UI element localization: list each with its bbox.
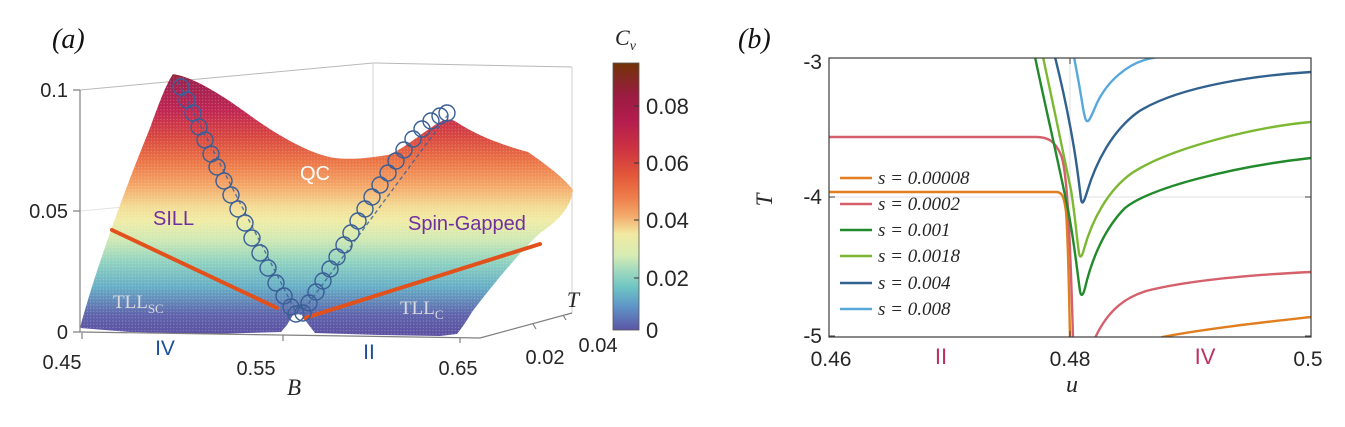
- b-tick-065: 0.65: [439, 358, 478, 380]
- legend-label-1: s = 0.0002: [878, 194, 960, 215]
- axis-ticks-b: [828, 57, 1312, 337]
- region-label-qc: QC: [300, 163, 330, 185]
- b-tick-055: 0.55: [237, 358, 276, 380]
- curve-s-0008: [1072, 58, 1159, 123]
- b-axis-ticks: [81, 333, 461, 343]
- colorbar: Cv 0.08 0.06 0.04 0.02 0: [612, 25, 689, 343]
- t-axis-label-b: T: [752, 191, 777, 206]
- colorbar-tick-004: 0.04: [646, 208, 689, 233]
- u-axis-label: u: [1066, 372, 1078, 398]
- y-tick-minus3: -3: [803, 51, 822, 74]
- t-tick-004: 0.04: [579, 335, 618, 357]
- t-axis-label: T: [567, 287, 581, 312]
- phase-boundary-left: [172, 78, 300, 316]
- surface-cv: [80, 74, 573, 336]
- box-top-right-edge: [372, 62, 573, 68]
- panel-b: (b) -3 -4 -5 0.46 0.48 0.5 u T II: [738, 24, 1323, 398]
- region-label-tll-sc: TLLSC: [113, 292, 164, 316]
- zone-label-iv-b: IV: [1195, 344, 1216, 369]
- phase-boundary-right: [287, 104, 456, 323]
- b-axis-label: B: [287, 375, 301, 400]
- surface-mesh-texture: [80, 74, 573, 336]
- colorbar-title: Cv: [615, 25, 637, 54]
- colorbar-tick-002: 0.02: [646, 266, 689, 291]
- curve-s-0004: [1054, 58, 1311, 204]
- z-tick-01: 0.1: [40, 80, 68, 102]
- z-axis-ticks: [73, 89, 80, 333]
- box-top-left-edge: [79, 62, 374, 91]
- curve-s-00018: [1041, 58, 1311, 258]
- legend-label-2: s = 0.001: [878, 220, 950, 241]
- y-tick-minus4: -4: [803, 186, 822, 209]
- z-tick-0: 0: [57, 322, 68, 344]
- b-axis: [79, 331, 481, 339]
- colorbar-tick-006: 0.06: [646, 151, 689, 176]
- legend-label-5: s = 0.008: [878, 299, 951, 320]
- b-tick-045: 0.45: [43, 352, 82, 374]
- t-axis: [479, 312, 573, 339]
- curve-s-00002: [829, 135, 1311, 337]
- colorbar-ticks: [634, 105, 639, 279]
- curve-s-000008: [829, 190, 1311, 337]
- zone-label-iv-a: IV: [155, 337, 175, 360]
- axes-3d-front: [73, 89, 573, 343]
- t-axis-ticks: [532, 314, 567, 330]
- panel-a-tag: (a): [52, 24, 85, 55]
- curves-b: [829, 58, 1311, 337]
- legend-label-0: s = 0.00008: [878, 168, 970, 189]
- crossover-line-right: [303, 242, 542, 320]
- legend-b: s = 0.00008 s = 0.0002 s = 0.001 s = 0.0…: [840, 168, 970, 320]
- region-label-sill: SILL: [153, 208, 194, 230]
- crossover-lines: [110, 228, 542, 320]
- crossover-line-left: [110, 228, 279, 310]
- colorbar-gradient: [612, 62, 640, 331]
- colorbar-tick-0: 0: [646, 318, 658, 343]
- panel-a: (a): [29, 24, 689, 400]
- z-tick-005: 0.05: [29, 201, 68, 223]
- x-tick-05: 0.5: [1293, 348, 1322, 371]
- panel-b-tag: (b): [738, 24, 771, 55]
- region-label-tll-c: TLLC: [400, 298, 444, 322]
- x-tick-048: 0.48: [1050, 348, 1091, 371]
- t-tick-002: 0.02: [526, 347, 565, 369]
- region-label-spin-gapped: Spin-Gapped: [408, 213, 526, 235]
- colorbar-tick-008: 0.08: [646, 94, 689, 119]
- y-tick-minus5: -5: [803, 325, 822, 348]
- curve-s-0001: [1033, 58, 1311, 296]
- legend-label-3: s = 0.0018: [878, 246, 960, 267]
- x-tick-046: 0.46: [811, 348, 852, 371]
- axes-box-b: [828, 57, 1312, 338]
- zone-label-ii-a: II: [363, 341, 375, 364]
- zone-label-ii-b: II: [935, 344, 947, 369]
- boundary-dashed-line-right: [299, 111, 451, 316]
- legend-label-4: s = 0.004: [878, 273, 951, 294]
